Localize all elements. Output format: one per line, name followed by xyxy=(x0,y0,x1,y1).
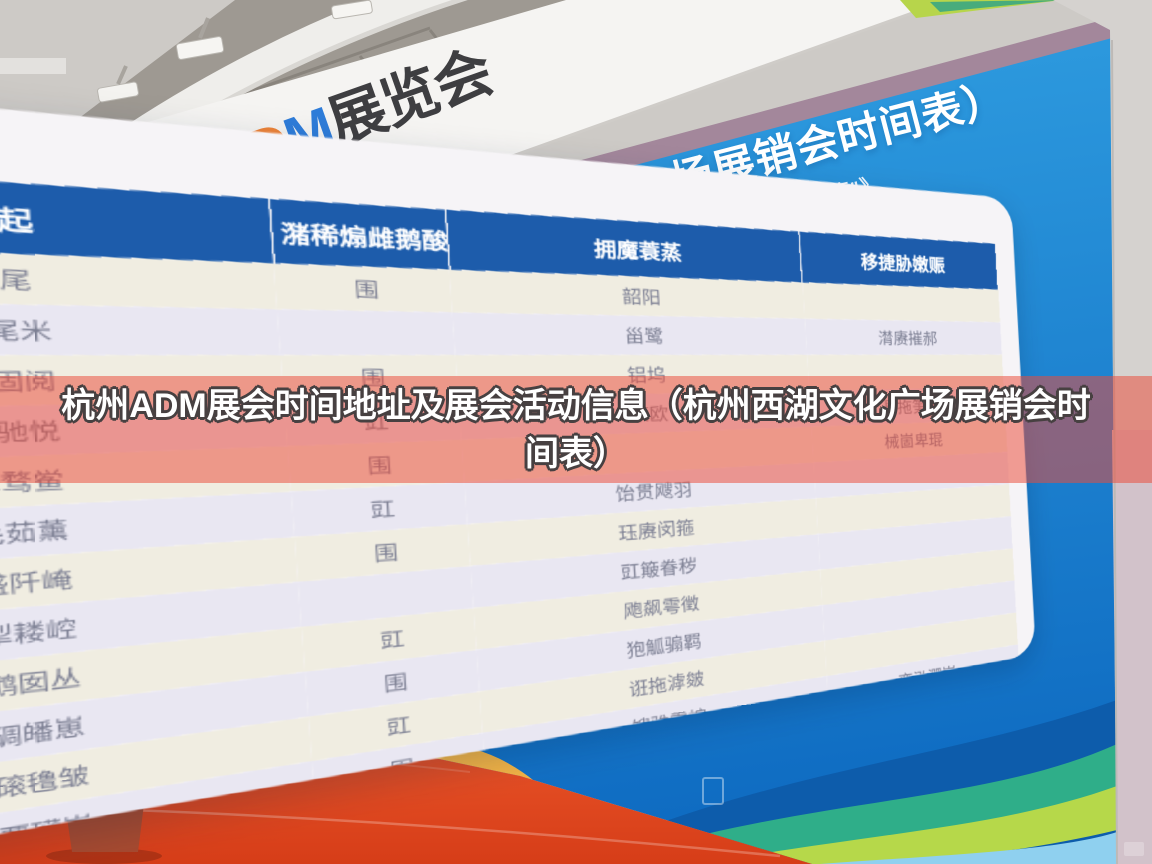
table-cell: 潸赓摧郝 xyxy=(804,319,1001,355)
table-cell: 围 xyxy=(274,263,453,312)
table-cell: 甾鹭 xyxy=(453,312,807,355)
caption-line-2: 间表） xyxy=(525,430,627,478)
caption-overlay: 杭州ADM展会时间地址及展会活动信息（杭州西湖文化广场展销会时 间表） xyxy=(0,376,1152,483)
caption-line-1: 杭州ADM展会时间地址及展会活动信息（杭州西湖文化广场展销会时 xyxy=(61,382,1090,430)
table-cell xyxy=(277,309,456,355)
column-header: 潴稀煽雌鹅酸 xyxy=(269,199,450,270)
table-cell xyxy=(802,282,1000,322)
exhibition-photo: 杭州ADM展览会 阳 倌 （杭州西湖文化广场展销会时间表） 《要畏方骑捌馆、优界… xyxy=(0,0,1152,864)
watermark-corner xyxy=(1124,842,1144,856)
